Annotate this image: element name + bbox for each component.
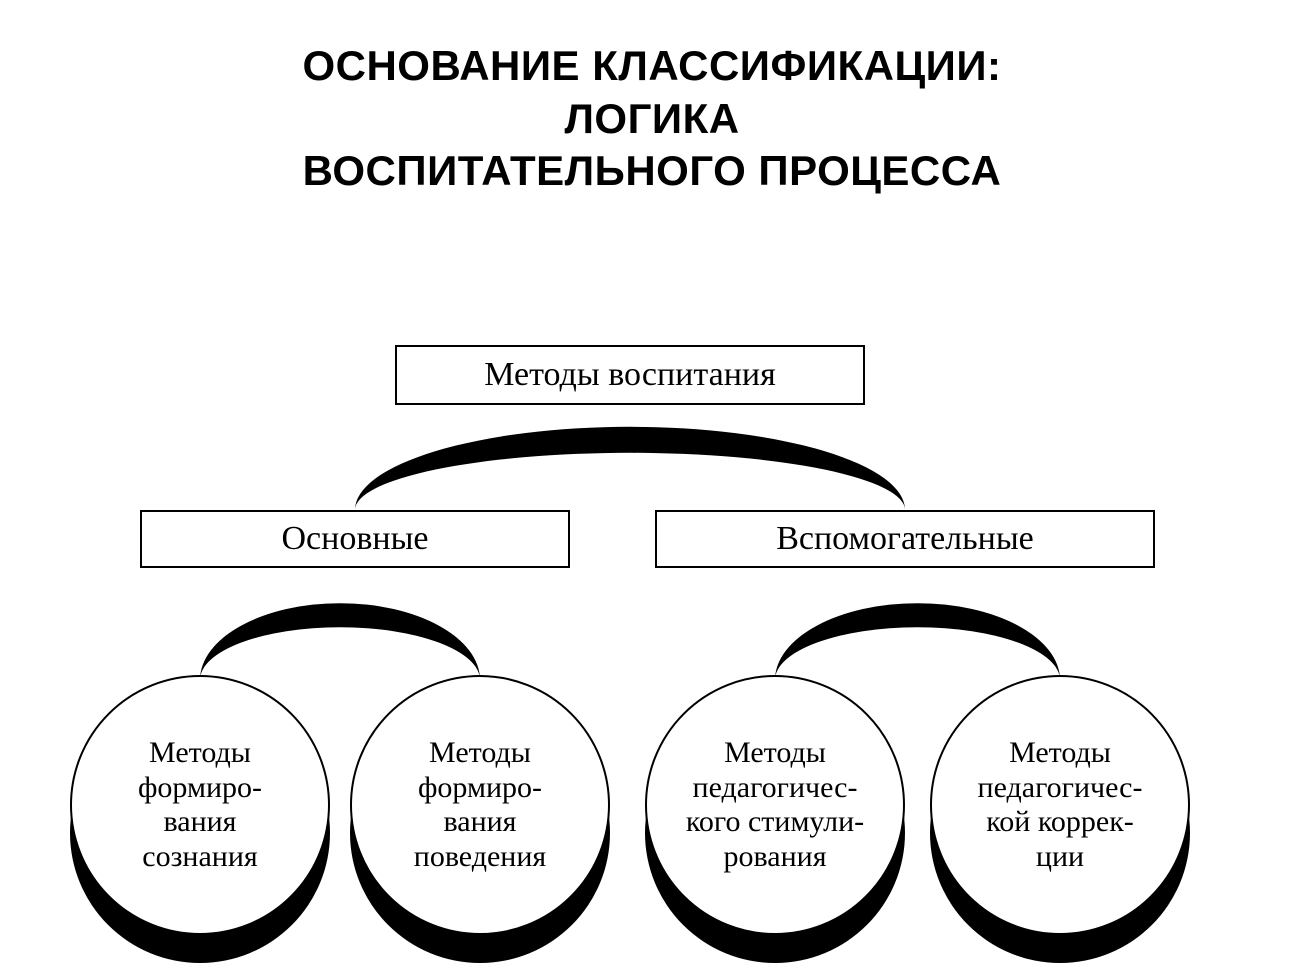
title-line-2: ЛОГИКА xyxy=(0,93,1304,146)
leaf-circle: Методыформиро-ванияповедения xyxy=(350,675,610,935)
leaf-label: Методыформиро-ваниясознания xyxy=(138,736,262,874)
root-box: Методы воспитания xyxy=(395,345,865,405)
leaf-label: Методыформиро-ванияповедения xyxy=(414,736,546,874)
leaf-label: Методыпедагогичес-кого стимули-рования xyxy=(686,736,864,874)
mid-box-label: Вспомогательные xyxy=(776,520,1034,558)
leaf-circle: Методыпедагогичес-кого стимули-рования xyxy=(645,675,905,935)
leaf-circle: Методыформиро-ваниясознания xyxy=(70,675,330,935)
title-line-3: ВОСПИТАТЕЛЬНОГО ПРОЦЕССА xyxy=(0,145,1304,198)
root-label: Методы воспитания xyxy=(484,356,776,394)
mid-box-label: Основные xyxy=(281,520,428,558)
leaf-circle: Методыпедагогичес-кой коррек-ции xyxy=(930,675,1190,935)
title-line-1: ОСНОВАНИЕ КЛАССИФИКАЦИИ: xyxy=(0,40,1304,93)
page-title: ОСНОВАНИЕ КЛАССИФИКАЦИИ: ЛОГИКА ВОСПИТАТ… xyxy=(0,40,1304,198)
mid-box-main: Основные xyxy=(140,510,570,568)
leaf-label: Методыпедагогичес-кой коррек-ции xyxy=(978,736,1143,874)
mid-box-aux: Вспомогательные xyxy=(655,510,1155,568)
